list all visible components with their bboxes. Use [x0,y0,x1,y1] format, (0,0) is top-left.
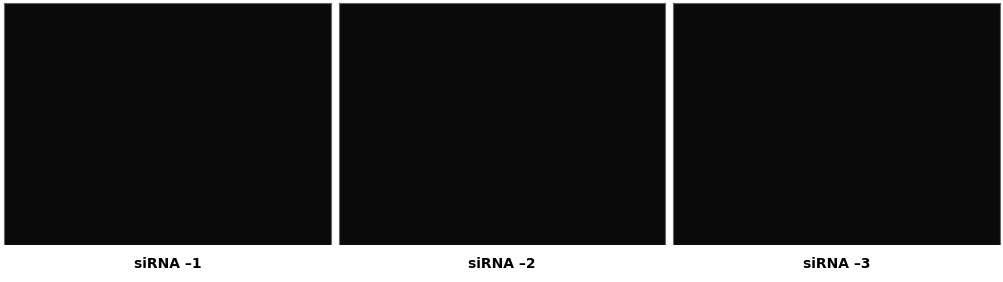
Text: siRNA –1: siRNA –1 [133,257,201,271]
Text: siRNA –3: siRNA –3 [802,257,870,271]
Text: siRNA –2: siRNA –2 [467,257,536,271]
